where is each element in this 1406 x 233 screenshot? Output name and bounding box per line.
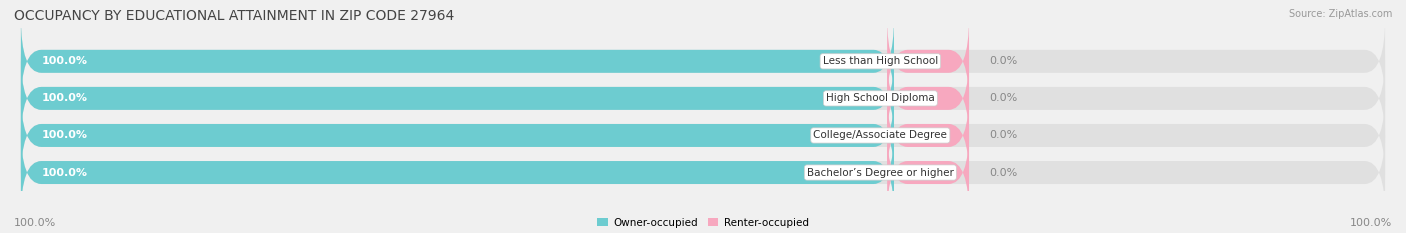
Text: 0.0%: 0.0%: [990, 56, 1018, 66]
FancyBboxPatch shape: [887, 17, 969, 105]
FancyBboxPatch shape: [21, 54, 894, 143]
FancyBboxPatch shape: [21, 128, 894, 217]
Text: 100.0%: 100.0%: [14, 218, 56, 228]
FancyBboxPatch shape: [21, 91, 1385, 180]
FancyBboxPatch shape: [21, 17, 894, 105]
Text: High School Diploma: High School Diploma: [825, 93, 935, 103]
FancyBboxPatch shape: [21, 128, 1385, 217]
FancyBboxPatch shape: [887, 128, 969, 217]
Text: College/Associate Degree: College/Associate Degree: [814, 130, 948, 140]
Text: 100.0%: 100.0%: [1350, 218, 1392, 228]
FancyBboxPatch shape: [21, 17, 1385, 105]
Text: 0.0%: 0.0%: [990, 130, 1018, 140]
FancyBboxPatch shape: [21, 54, 1385, 143]
FancyBboxPatch shape: [887, 54, 969, 143]
Text: 100.0%: 100.0%: [41, 93, 87, 103]
Text: Bachelor’s Degree or higher: Bachelor’s Degree or higher: [807, 168, 953, 178]
Text: OCCUPANCY BY EDUCATIONAL ATTAINMENT IN ZIP CODE 27964: OCCUPANCY BY EDUCATIONAL ATTAINMENT IN Z…: [14, 9, 454, 23]
FancyBboxPatch shape: [21, 91, 894, 180]
Text: 100.0%: 100.0%: [41, 168, 87, 178]
Text: 0.0%: 0.0%: [990, 93, 1018, 103]
Text: 100.0%: 100.0%: [41, 56, 87, 66]
FancyBboxPatch shape: [887, 91, 969, 180]
Text: Less than High School: Less than High School: [823, 56, 938, 66]
Text: Source: ZipAtlas.com: Source: ZipAtlas.com: [1288, 9, 1392, 19]
Text: 100.0%: 100.0%: [41, 130, 87, 140]
Text: 0.0%: 0.0%: [990, 168, 1018, 178]
Legend: Owner-occupied, Renter-occupied: Owner-occupied, Renter-occupied: [598, 218, 808, 228]
